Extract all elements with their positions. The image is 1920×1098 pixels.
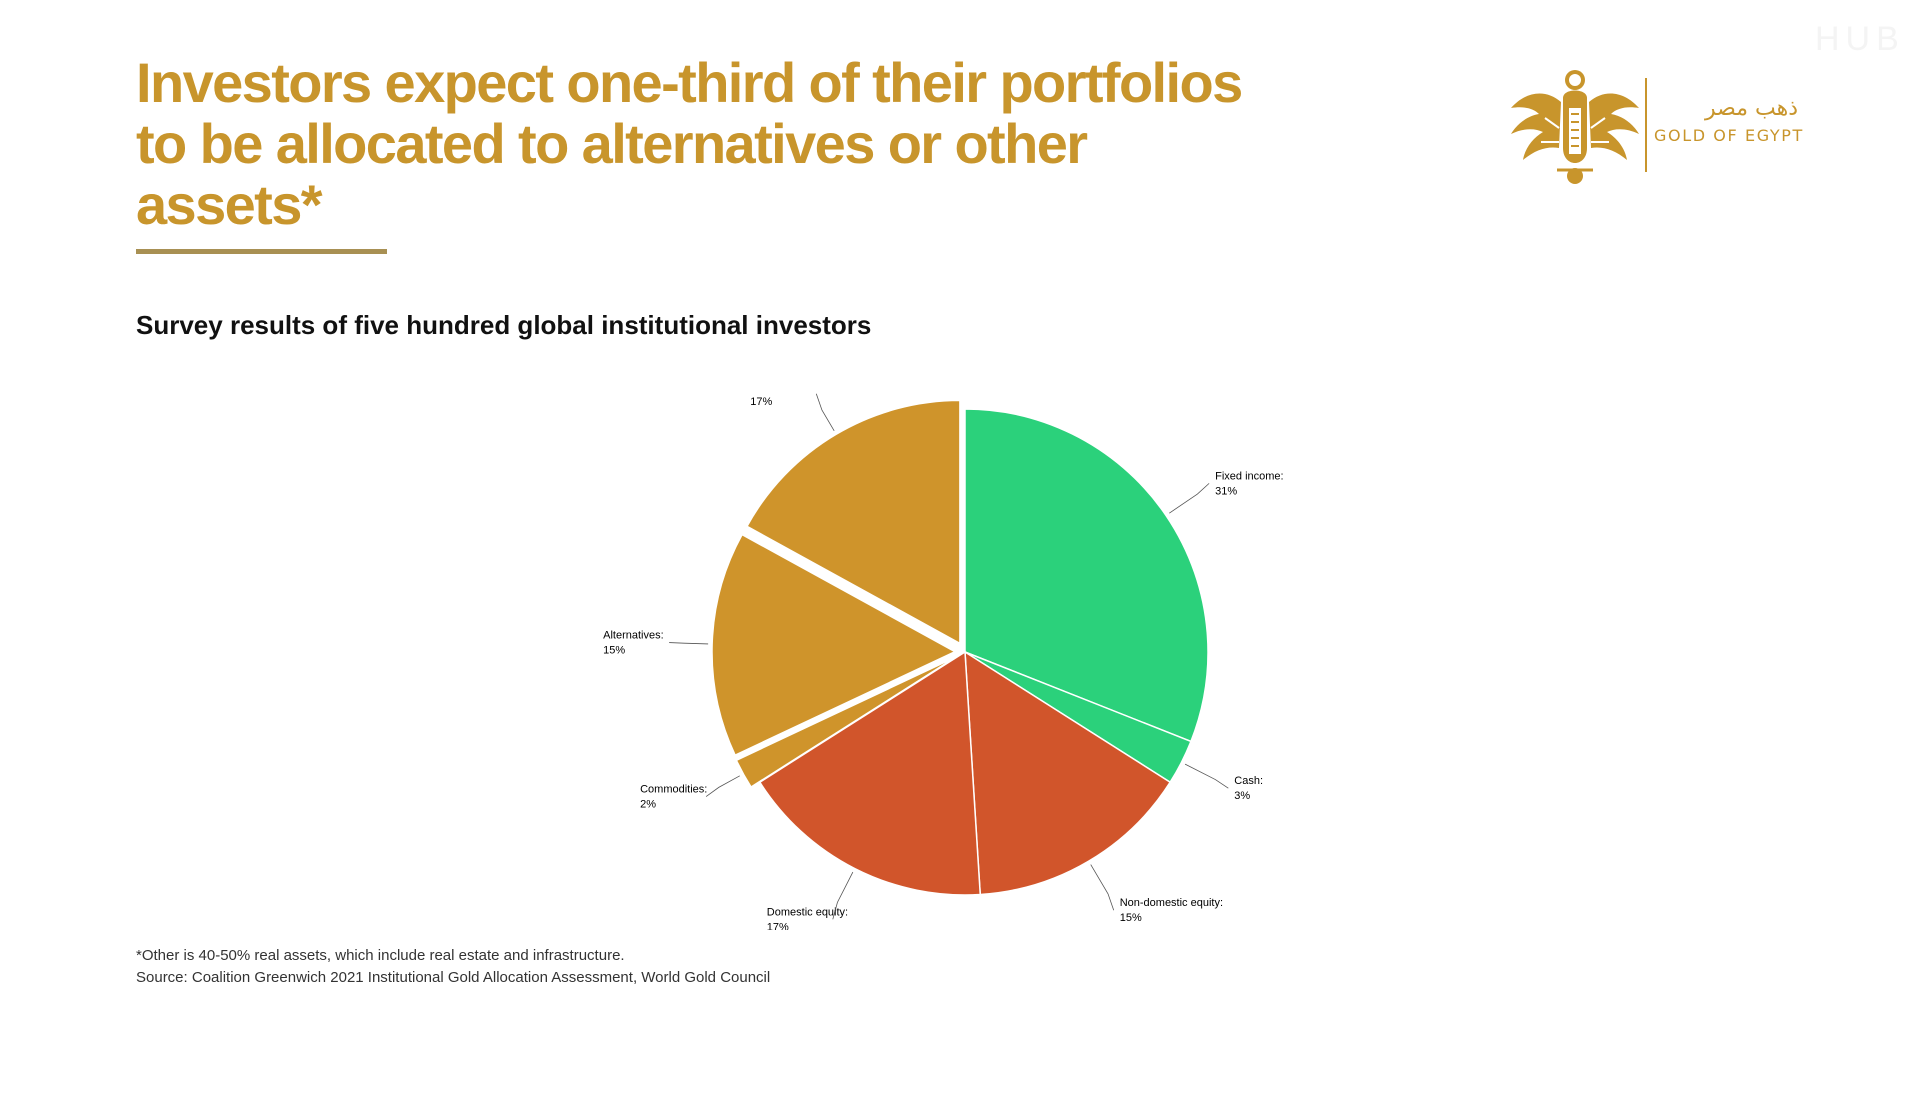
label-fixed-income: Fixed income:: [1215, 470, 1283, 482]
label-alternatives: Alternatives:: [603, 630, 664, 642]
leader-line-domestic-equity: [832, 871, 854, 920]
value-label-non-domestic-equity: 15%: [1120, 912, 1142, 924]
footnote-text: *Other is 40-50% real assets, which incl…: [136, 947, 625, 964]
value-label-commodities: 2%: [640, 799, 656, 811]
leader-line-alternatives: [669, 642, 709, 645]
corner-watermark: HUB: [1815, 20, 1905, 58]
label-other: Other:: [750, 390, 781, 393]
label-non-domestic-equity: Non-domestic equity:: [1120, 897, 1223, 909]
title-underline: [136, 249, 387, 254]
value-label-fixed-income: 31%: [1215, 485, 1237, 497]
value-label-alternatives: 15%: [603, 645, 625, 657]
winged-scarab-icon: [1511, 70, 1639, 184]
pie-slice-fixed-income: [964, 408, 1209, 743]
allocation-pie-chart: Fixed income: 31% Cash: 3% Non-domestic equi…: [603, 390, 1283, 930]
pie-slice-other: [745, 399, 961, 645]
value-label-domestic-equity: 17%: [767, 921, 789, 930]
value-label-cash: 3%: [1234, 790, 1250, 802]
leader-line-non-domestic-equity: [1090, 864, 1115, 911]
label-domestic-equity: Domestic equity:: [767, 906, 848, 918]
value-label-other: 17%: [750, 396, 772, 408]
pie-slice-non-domestic-equity: [964, 650, 1172, 896]
pie-slices: [711, 399, 1209, 896]
logo-divider: [1645, 78, 1647, 172]
label-commodities: Commodities:: [640, 784, 707, 796]
pie-slice-alternatives: [711, 533, 957, 757]
brand-name: GOLD OF EGYPT: [1654, 126, 1804, 145]
leader-line-fixed-income: [1169, 483, 1210, 514]
pie-labels: Fixed income: 31% Cash: 3% Non-domestic equi…: [603, 390, 1283, 930]
gold-of-egypt-logo: [1511, 70, 1639, 184]
leader-line-commodities: [705, 775, 740, 797]
brand-arabic-name: ذهب مصر: [1705, 96, 1798, 121]
source-text: Source: Coalition Greenwich 2021 Institu…: [136, 969, 771, 986]
leader-line-cash: [1184, 763, 1229, 789]
label-cash: Cash:: [1234, 775, 1263, 787]
pie-slice-commodities: [735, 656, 957, 789]
pie-leader-lines: [669, 393, 1229, 920]
pie-slice-domestic-equity: [758, 650, 982, 896]
chart-subtitle: Survey results of five hundred global in…: [136, 310, 872, 340]
footnote-block: *Other is 40-50% real assets, which incl…: [136, 945, 770, 989]
leader-line-other: [815, 393, 835, 431]
slide-title: Investors expect one-third of their port…: [136, 51, 1243, 236]
